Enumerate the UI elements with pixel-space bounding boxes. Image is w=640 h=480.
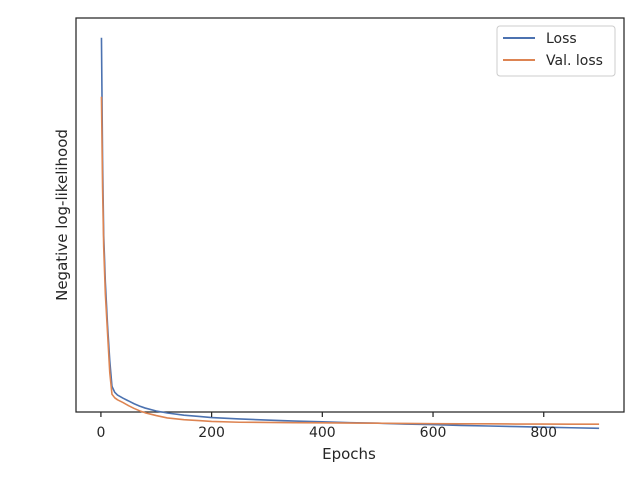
x-tick-label: 800 (530, 425, 557, 441)
series-line-val-loss (100, 96, 600, 426)
x-axis-title: Epochs (322, 445, 376, 463)
series-line-loss (100, 37, 600, 430)
x-axis: 0 200 400 600 800 (96, 412, 557, 441)
y-axis-title: Negative log-likelihood (53, 129, 71, 301)
x-tick-label: 0 (96, 425, 105, 441)
series-layer (100, 37, 600, 430)
legend-label-val-loss: Val. loss (546, 53, 603, 69)
x-tick-label: 400 (309, 425, 336, 441)
legend: Loss Val. loss (496, 25, 616, 77)
x-tick-label: 600 (420, 425, 447, 441)
legend-label-loss: Loss (546, 31, 577, 47)
x-tick-label: 200 (198, 425, 225, 441)
plot-area (75, 17, 625, 413)
